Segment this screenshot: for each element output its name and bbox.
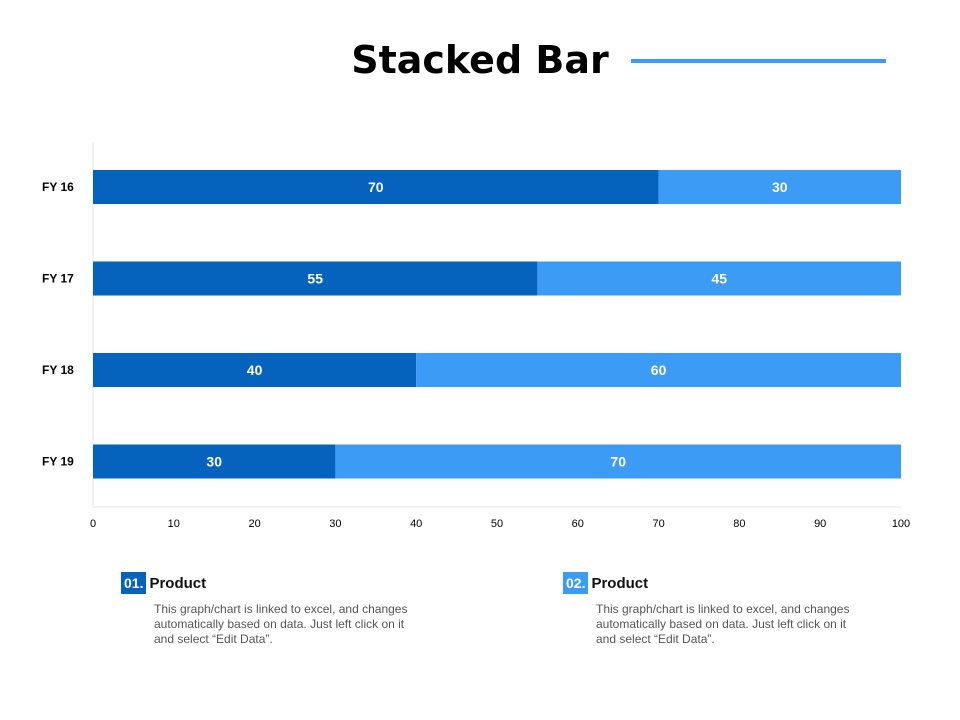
stacked-bar-chart: FY 16 70 30 FY 17 55 45 FY 18 40 60 FY 19 30 70 0 10 2… <box>42 142 910 530</box>
legend-title: Product <box>149 574 207 592</box>
x-tick-label: 100 <box>892 518 910 530</box>
data-label: 55 <box>307 271 323 287</box>
legend-number-badge: 02. <box>563 572 589 594</box>
legend-item-1: 01. Product This graph/chart is linked t… <box>121 572 421 647</box>
x-tick-label: 10 <box>168 518 180 530</box>
title-underline <box>631 59 886 63</box>
data-label: 60 <box>651 362 667 378</box>
category-label: FY 16 <box>42 180 74 194</box>
bar-segment-series-1 <box>93 261 538 296</box>
data-label: 30 <box>206 454 222 470</box>
x-tick-label: 20 <box>248 518 260 530</box>
bar-segment-series-2 <box>335 444 901 479</box>
legend-description: This graph/chart is linked to excel, and… <box>154 602 408 646</box>
category-label: FY 19 <box>42 455 74 469</box>
x-tick-label: 40 <box>410 518 422 530</box>
data-label: 40 <box>247 362 263 378</box>
x-tick-label: 60 <box>572 518 584 530</box>
x-tick-label: 80 <box>733 518 745 530</box>
bar-segment-series-2 <box>658 170 901 204</box>
bar-segment-series-2 <box>416 353 901 387</box>
data-label: 45 <box>711 271 727 287</box>
x-tick-label: 30 <box>329 518 341 530</box>
bar-segment-series-1 <box>93 353 417 387</box>
legend-item-2: 02. Product This graph/chart is linked t… <box>563 572 863 647</box>
data-label: 70 <box>368 179 384 195</box>
page-title: Stacked Bar <box>351 38 609 82</box>
bar-segment-series-2 <box>537 261 901 296</box>
category-label: FY 17 <box>42 272 74 286</box>
bar-segment-series-1 <box>93 170 659 204</box>
category-label: FY 18 <box>42 363 74 377</box>
x-tick-label: 70 <box>652 518 664 530</box>
legend-title: Product <box>591 574 649 592</box>
bar-segment-series-1 <box>93 444 336 479</box>
legend-number-badge: 01. <box>121 572 147 594</box>
data-label: 70 <box>610 454 626 470</box>
legend-description: This graph/chart is linked to excel, and… <box>596 602 850 646</box>
x-tick-label: 0 <box>90 518 96 530</box>
x-tick-label: 50 <box>491 518 503 530</box>
x-tick-label: 90 <box>814 518 826 530</box>
data-label: 30 <box>772 179 788 195</box>
